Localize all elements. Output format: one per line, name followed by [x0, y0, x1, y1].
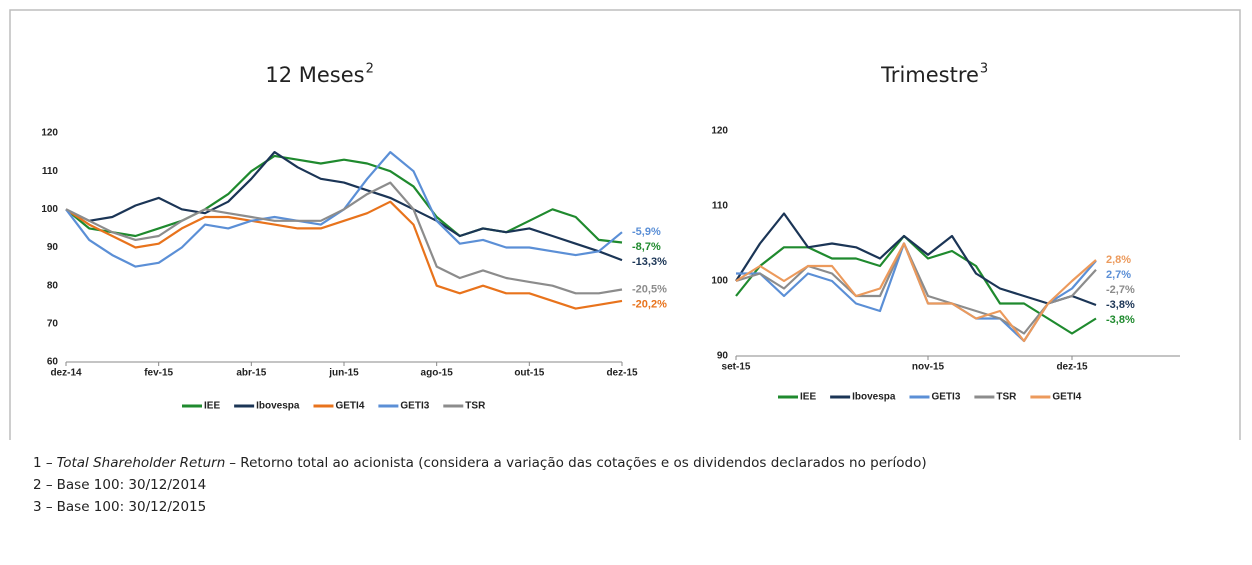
return-label: -5,9%	[632, 226, 661, 238]
footnote-label: 1 –	[33, 455, 53, 471]
x-tick-label: ago-15	[421, 368, 454, 379]
footnotes: 1 – Total Shareholder Return – Retorno tot…	[33, 452, 931, 518]
footnote: 2 – Base 100: 30/12/2014	[33, 474, 931, 496]
legend-label: IEE	[204, 401, 220, 412]
series-line	[735, 234, 1097, 335]
title-superscript: 2	[366, 62, 374, 77]
x-tick-label: fev-15	[144, 368, 173, 379]
y-tick-label: 110	[712, 201, 729, 212]
footnote: 1 – Total Shareholder Return – Retorno tot…	[33, 452, 931, 474]
footnote-label: 3 –	[33, 499, 53, 515]
y-tick-label: 110	[42, 166, 59, 177]
return-label: -13,3%	[632, 256, 667, 268]
return-label: 2,8%	[1106, 254, 1131, 266]
y-tick-label: 100	[41, 204, 58, 215]
return-label: -20,5%	[632, 283, 667, 295]
y-tick-label: 70	[47, 318, 59, 329]
chart-title: Trimestre	[880, 63, 979, 87]
y-tick-label: 120	[711, 126, 728, 137]
frame	[9, 9, 1241, 440]
legend-label: TSR	[465, 401, 486, 412]
legend-label: GETI4	[335, 401, 364, 412]
y-tick-label: 120	[41, 128, 58, 139]
series-line	[65, 200, 623, 310]
x-tick-label: dez-15	[606, 368, 638, 379]
footnote: 3 – Base 100: 30/12/2015	[33, 496, 931, 518]
x-tick-label: jun-15	[328, 368, 359, 379]
x-tick-label: abr-15	[236, 368, 266, 379]
legend-label: Ibovespa	[256, 401, 300, 412]
x-tick-label: set-15	[722, 362, 751, 373]
series-line	[736, 242, 1097, 343]
x-tick-label: out-15	[514, 368, 544, 379]
return-label: -2,7%	[1106, 284, 1135, 296]
series-line	[735, 242, 1097, 335]
y-tick-label: 100	[711, 276, 728, 287]
return-label: -3,8%	[1106, 314, 1135, 326]
series-line	[65, 181, 623, 295]
chart-title: 12 Meses	[265, 63, 364, 87]
series-line	[65, 151, 623, 262]
series-line	[735, 212, 1097, 307]
legend-label: TSR	[996, 392, 1017, 403]
y-tick-label: 90	[717, 351, 729, 362]
legend-label: GETI3	[400, 401, 429, 412]
series-line	[735, 242, 1097, 343]
footnote-text: – Retorno total ao acionista (considera …	[229, 455, 927, 471]
footnote-label: 2 –	[33, 477, 53, 493]
y-tick-label: 80	[47, 280, 59, 291]
x-tick-label: dez-15	[1056, 362, 1088, 373]
series-line	[65, 154, 623, 244]
x-tick-label: nov-15	[912, 362, 945, 373]
x-tick-label: dez-14	[50, 368, 82, 379]
footnote-text: Base 100: 30/12/2014	[56, 477, 207, 493]
legend-label: GETI3	[931, 392, 960, 403]
footnote-italic: Total Shareholder Return	[56, 455, 226, 471]
footnote-text: Base 100: 30/12/2015	[56, 499, 207, 515]
return-label: 2,7%	[1106, 269, 1131, 281]
y-tick-label: 90	[47, 242, 59, 253]
title-superscript: 3	[980, 62, 988, 77]
y-tick-label: 60	[47, 357, 59, 368]
legend-label: Ibovespa	[852, 392, 896, 403]
legend-label: IEE	[800, 392, 816, 403]
legend-label: GETI4	[1052, 392, 1081, 403]
return-label: -3,8%	[1106, 299, 1135, 311]
return-label: -8,7%	[632, 241, 661, 253]
return-label: -20,2%	[632, 298, 667, 310]
